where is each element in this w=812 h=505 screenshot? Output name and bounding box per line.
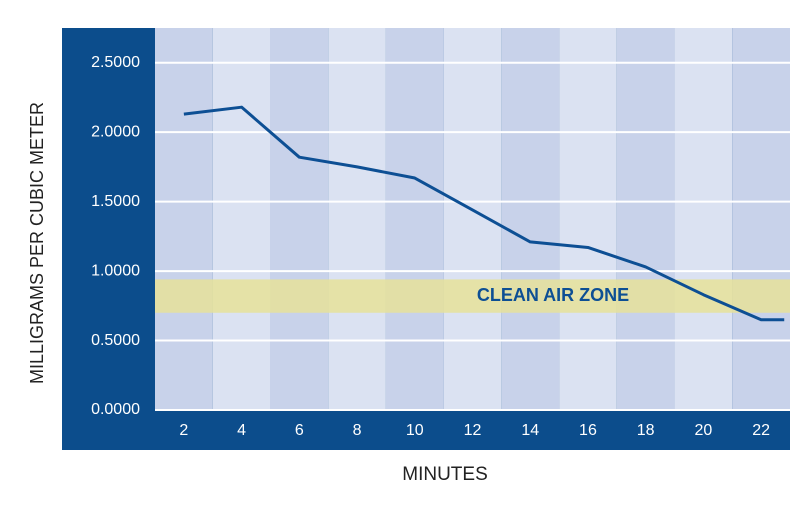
column-band xyxy=(443,28,502,410)
x-axis-title: MINUTES xyxy=(402,464,488,485)
y-axis-title: MILLIGRAMS PER CUBIC METER xyxy=(27,102,47,384)
zone-label: CLEAN AIR ZONE xyxy=(477,285,629,305)
column-band xyxy=(328,28,386,410)
y-tick-label: 2.5000 xyxy=(91,54,140,71)
x-tick-label: 22 xyxy=(752,422,770,439)
x-tick-label: 12 xyxy=(464,422,482,439)
column-band xyxy=(501,28,560,410)
x-tick-label: 4 xyxy=(237,422,246,439)
column-band xyxy=(674,28,733,410)
clean-air-zone xyxy=(155,279,790,313)
x-tick-label: 20 xyxy=(695,422,713,439)
y-tick-label: 0.0000 xyxy=(91,401,140,418)
x-tick-label: 18 xyxy=(637,422,655,439)
column-band xyxy=(212,28,271,410)
x-tick-label: 2 xyxy=(179,422,188,439)
x-tick-label: 16 xyxy=(579,422,597,439)
data-line xyxy=(183,105,785,322)
x-tick-label: 6 xyxy=(295,422,304,439)
column-band xyxy=(559,28,617,410)
column-band xyxy=(270,28,329,410)
column-band xyxy=(385,28,444,410)
y-tick-label: 1.0000 xyxy=(91,262,140,279)
x-tick-label: 8 xyxy=(353,422,362,439)
x-tick-label: 10 xyxy=(406,422,424,439)
y-tick-label: 1.5000 xyxy=(91,193,140,210)
y-tick-label: 2.0000 xyxy=(91,123,140,140)
column-band xyxy=(155,28,213,410)
x-tick-label: 14 xyxy=(521,422,539,439)
y-tick-label: 0.5000 xyxy=(91,332,140,349)
column-band xyxy=(732,28,790,410)
column-band xyxy=(616,28,675,410)
